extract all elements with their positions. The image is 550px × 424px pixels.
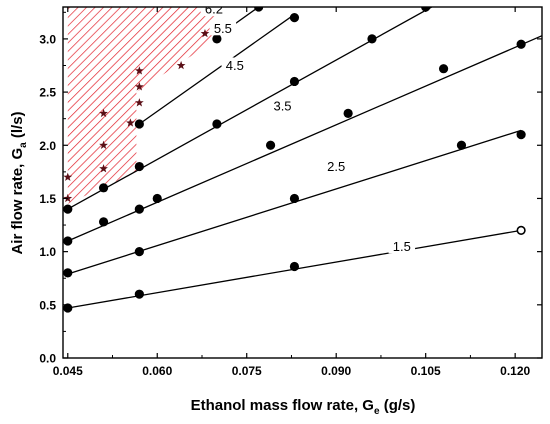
data-point (63, 268, 73, 278)
data-point (134, 161, 144, 172)
line-label: 3.5 (273, 98, 291, 113)
y-tick-label: 0.0 (39, 352, 56, 366)
data-point (63, 236, 73, 246)
plot-area: 1.5 2.5 3.5 4.5 5.5 6.2 (63, 2, 542, 313)
fit-line-4 (138, 13, 295, 125)
y-tick-label: 3.0 (39, 32, 56, 46)
data-point (289, 76, 300, 87)
star-marker (200, 28, 210, 38)
data-point (516, 130, 526, 140)
data-point (152, 193, 162, 204)
line-label-bg (209, 20, 237, 36)
y-tick-label: 1.5 (39, 192, 56, 206)
data-point (343, 108, 353, 118)
x-tick-label: 0.120 (500, 364, 530, 378)
y-tick-label: 2.5 (39, 86, 56, 100)
star-marker (99, 108, 108, 118)
data-point-open (516, 225, 526, 235)
line-label: 6.2 (205, 2, 223, 17)
line-label-bg (269, 97, 296, 113)
star-marker (63, 172, 73, 181)
x-tick-label: 0.090 (321, 364, 351, 378)
x-tick-label: 0.105 (411, 364, 441, 378)
data-point (456, 140, 467, 150)
data-point (134, 119, 144, 129)
x-axis-title: Ethanol mass flow rate, Ge (g/s) (191, 397, 416, 417)
fit-line-2 (67, 35, 542, 242)
x-tick-label: 0.060 (142, 364, 172, 378)
star-marker (134, 66, 144, 75)
x-tick-label: 0.075 (232, 364, 262, 378)
data-point (134, 247, 144, 257)
data-point (134, 289, 144, 299)
line-label-bg (200, 7, 228, 17)
data-point (367, 34, 377, 44)
data-point (212, 119, 222, 129)
data-point (289, 13, 300, 23)
line-label: 4.5 (226, 58, 244, 73)
data-point (289, 193, 300, 204)
hatched-region (67, 7, 217, 204)
data-point (134, 204, 144, 214)
data-point (516, 39, 526, 49)
data-point (212, 34, 222, 44)
data-point (438, 64, 449, 74)
axes: 0.045 0.060 0.075 0.090 0.105 0.120 0.0 0.5 1.0 1… (39, 6, 543, 378)
data-point (98, 217, 109, 227)
line-label-bg (322, 158, 350, 174)
data-point (98, 183, 109, 193)
line-label: 1.5 (393, 239, 411, 254)
line-label: 5.5 (214, 21, 232, 36)
line-label: 2.5 (327, 159, 345, 174)
y-tick-label: 0.5 (39, 298, 56, 312)
star-marker (134, 98, 144, 107)
y-tick-label: 2.0 (39, 139, 56, 153)
data-point (63, 303, 73, 313)
star-marker (99, 164, 108, 173)
data-point (289, 261, 300, 272)
y-axis-title: Air flow rate, Ga (l/s) (9, 111, 29, 254)
x-tick-label: 0.045 (53, 364, 83, 378)
y-tick-label: 1.0 (39, 245, 56, 259)
star-marker (134, 82, 144, 91)
line-label-bg (388, 238, 416, 254)
plot-frame (62, 6, 543, 359)
data-point (254, 7, 264, 12)
data-point (265, 140, 276, 150)
line-label-bg (221, 57, 249, 73)
star-marker (99, 140, 108, 149)
data-point (63, 204, 73, 214)
star-marker (126, 118, 135, 127)
star-marker (176, 60, 186, 70)
